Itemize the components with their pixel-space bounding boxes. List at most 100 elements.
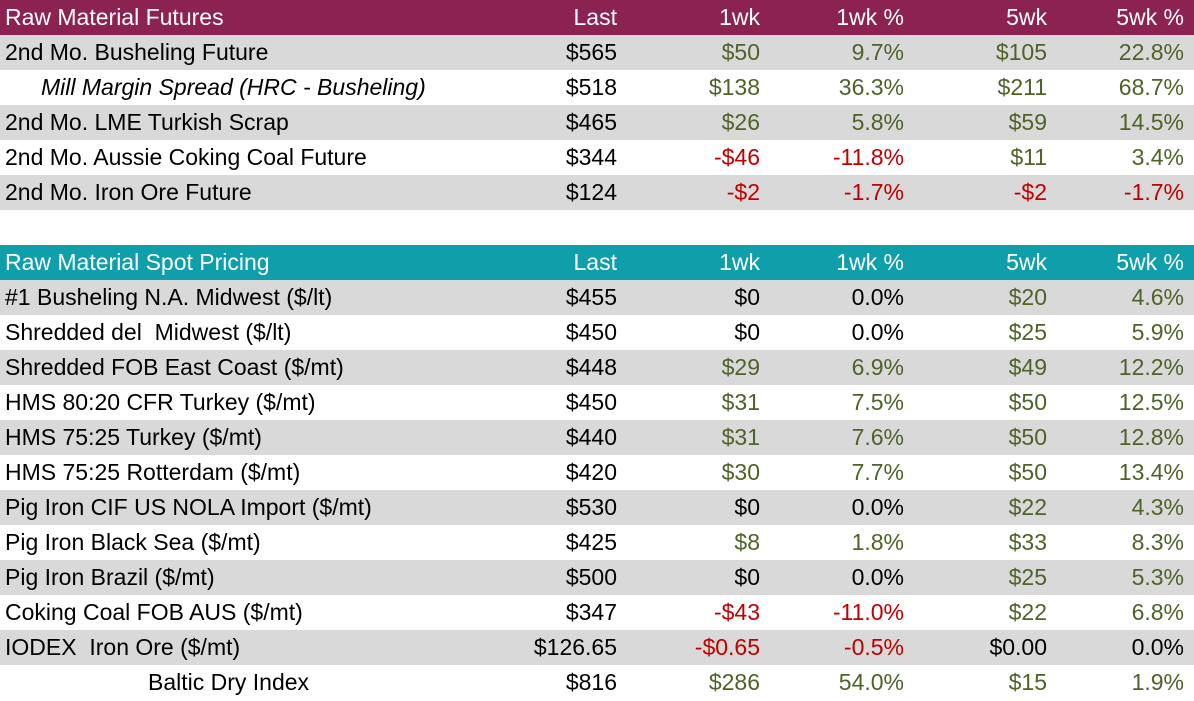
row-last: $530 bbox=[565, 494, 617, 520]
row-5wk-pct: 13.4% bbox=[1118, 459, 1184, 485]
row-5wk-pct: 22.8% bbox=[1118, 39, 1184, 65]
row-5wk: $20 bbox=[1008, 284, 1047, 310]
row-1wk-pct: 54.0% bbox=[838, 669, 904, 695]
row-5wk: $49 bbox=[1008, 354, 1047, 380]
row-1wk: $0 bbox=[734, 494, 760, 520]
row-last: $455 bbox=[565, 284, 617, 310]
row-5wk: $50 bbox=[1008, 424, 1047, 450]
table-row: Coking Coal FOB AUS ($/mt) $347 -$43 -11… bbox=[0, 595, 1194, 630]
section-spacer bbox=[0, 210, 1194, 245]
row-5wk: $22 bbox=[1008, 599, 1047, 625]
spot-header-row: Raw Material Spot Pricing Last 1wk 1wk %… bbox=[0, 245, 1194, 280]
row-5wk-pct: 5.3% bbox=[1131, 564, 1184, 590]
row-1wk: $0 bbox=[734, 284, 760, 310]
row-last: $344 bbox=[565, 144, 617, 170]
row-last: $420 bbox=[565, 459, 617, 485]
row-name: Pig Iron Brazil ($/mt) bbox=[5, 564, 215, 590]
row-1wk-pct: 5.8% bbox=[851, 109, 904, 135]
row-last: $440 bbox=[565, 424, 617, 450]
row-last: $816 bbox=[565, 669, 617, 695]
row-5wk-pct: 6.8% bbox=[1131, 599, 1184, 625]
row-5wk-pct: 1.9% bbox=[1131, 669, 1184, 695]
row-name: IODEX Iron Ore ($/mt) bbox=[5, 634, 241, 660]
row-1wk-pct: 7.7% bbox=[851, 459, 904, 485]
row-1wk-pct: -1.7% bbox=[843, 179, 904, 205]
row-1wk: $30 bbox=[721, 459, 760, 485]
row-5wk: $59 bbox=[1008, 109, 1047, 135]
row-1wk-pct: 6.9% bbox=[851, 354, 904, 380]
row-5wk-pct: 3.4% bbox=[1131, 144, 1184, 170]
row-1wk-pct: 0.0% bbox=[851, 564, 904, 590]
row-last: $126.65 bbox=[533, 634, 617, 660]
column-header-1wk: 1wk bbox=[719, 249, 760, 275]
column-header-5wk: 5wk bbox=[1006, 249, 1047, 275]
row-name: Mill Margin Spread (HRC - Busheling) bbox=[41, 74, 426, 100]
row-name: Shredded del Midwest ($/lt) bbox=[5, 319, 292, 345]
row-last: $124 bbox=[565, 179, 617, 205]
row-5wk-pct: 0.0% bbox=[1131, 634, 1184, 660]
row-1wk: -$43 bbox=[713, 599, 760, 625]
table-row: Mill Margin Spread (HRC - Busheling) $51… bbox=[0, 70, 1194, 105]
row-name: 2nd Mo. Busheling Future bbox=[5, 39, 269, 65]
row-1wk-pct: 9.7% bbox=[851, 39, 904, 65]
spot-section-title: Raw Material Spot Pricing bbox=[5, 249, 270, 275]
row-1wk-pct: 0.0% bbox=[851, 319, 904, 345]
row-name: Pig Iron Black Sea ($/mt) bbox=[5, 529, 261, 555]
row-last: $347 bbox=[565, 599, 617, 625]
row-5wk: $11 bbox=[1010, 144, 1047, 170]
table-row: HMS 80:20 CFR Turkey ($/mt) $450 $31 7.5… bbox=[0, 385, 1194, 420]
row-name: 2nd Mo. Aussie Coking Coal Future bbox=[5, 144, 367, 170]
row-5wk-pct: 68.7% bbox=[1118, 74, 1184, 100]
table-row: HMS 75:25 Rotterdam ($/mt) $420 $30 7.7%… bbox=[0, 455, 1194, 490]
table-row: #1 Busheling N.A. Midwest ($/lt) $455 $0… bbox=[0, 280, 1194, 315]
row-1wk-pct: -0.5% bbox=[843, 634, 904, 660]
row-1wk: $29 bbox=[721, 354, 760, 380]
row-5wk: $105 bbox=[995, 39, 1047, 65]
table-row: IODEX Iron Ore ($/mt) $126.65 -$0.65 -0.… bbox=[0, 630, 1194, 665]
row-5wk-pct: 5.9% bbox=[1131, 319, 1184, 345]
row-1wk: $26 bbox=[721, 109, 760, 135]
row-name: Pig Iron CIF US NOLA Import ($/mt) bbox=[5, 494, 372, 520]
row-last: $450 bbox=[565, 389, 617, 415]
row-last: $518 bbox=[565, 74, 617, 100]
row-name: 2nd Mo. Iron Ore Future bbox=[5, 179, 252, 205]
row-1wk: $31 bbox=[721, 424, 760, 450]
column-header-5wk-pct: 5wk % bbox=[1116, 249, 1184, 275]
row-1wk: $31 bbox=[721, 389, 760, 415]
row-name: Coking Coal FOB AUS ($/mt) bbox=[5, 599, 303, 625]
row-5wk-pct: 14.5% bbox=[1118, 109, 1184, 135]
table-row: 2nd Mo. Busheling Future $565 $50 9.7% $… bbox=[0, 35, 1194, 70]
futures-header-row: Raw Material Futures Last 1wk 1wk % 5wk … bbox=[0, 0, 1194, 35]
row-name: HMS 80:20 CFR Turkey ($/mt) bbox=[5, 389, 316, 415]
row-1wk: $50 bbox=[721, 39, 760, 65]
table-row: 2nd Mo. Iron Ore Future $124 -$2 -1.7% -… bbox=[0, 175, 1194, 210]
row-last: $500 bbox=[565, 564, 617, 590]
table-row: Pig Iron Brazil ($/mt) $500 $0 0.0% $25 … bbox=[0, 560, 1194, 595]
column-header-1wk-pct: 1wk % bbox=[836, 4, 904, 30]
row-1wk-pct: -11.0% bbox=[832, 599, 904, 625]
row-name: Baltic Dry Index bbox=[148, 669, 310, 695]
row-5wk-pct: 8.3% bbox=[1131, 529, 1184, 555]
row-5wk-pct: 12.2% bbox=[1118, 354, 1184, 380]
row-1wk-pct: 7.6% bbox=[851, 424, 904, 450]
table-row: 2nd Mo. LME Turkish Scrap $465 $26 5.8% … bbox=[0, 105, 1194, 140]
row-name: Shredded FOB East Coast ($/mt) bbox=[5, 354, 344, 380]
row-5wk: $211 bbox=[997, 74, 1047, 100]
row-5wk: $33 bbox=[1008, 529, 1047, 555]
row-5wk: $25 bbox=[1008, 564, 1047, 590]
row-last: $425 bbox=[565, 529, 617, 555]
row-1wk-pct: 36.3% bbox=[838, 74, 904, 100]
table-row: Baltic Dry Index $816 $286 54.0% $15 1.9… bbox=[0, 665, 1194, 700]
row-1wk: $0 bbox=[734, 319, 760, 345]
row-name: #1 Busheling N.A. Midwest ($/lt) bbox=[5, 284, 333, 310]
row-1wk: $8 bbox=[734, 529, 760, 555]
row-5wk: $50 bbox=[1008, 389, 1047, 415]
row-5wk-pct: 4.3% bbox=[1131, 494, 1184, 520]
row-5wk-pct: 12.5% bbox=[1118, 389, 1184, 415]
row-5wk: $15 bbox=[1008, 669, 1047, 695]
row-last: $450 bbox=[565, 319, 617, 345]
column-header-1wk-pct: 1wk % bbox=[836, 249, 904, 275]
row-last: $465 bbox=[565, 109, 617, 135]
row-last: $448 bbox=[565, 354, 617, 380]
row-1wk-pct: 0.0% bbox=[851, 494, 904, 520]
